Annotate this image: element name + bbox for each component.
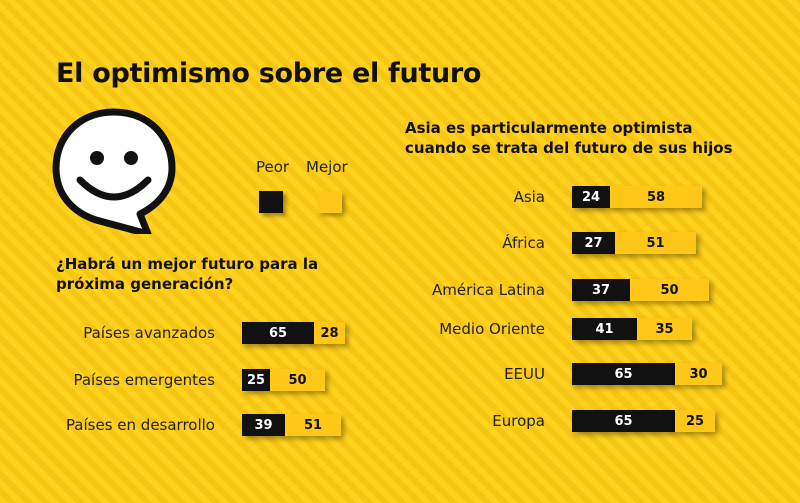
category-label: Medio Oriente	[439, 320, 545, 338]
bar-mejor: 51	[285, 414, 341, 436]
bar-mejor: 30	[675, 363, 722, 385]
bar-peor: 39	[242, 414, 285, 436]
legend-peor-label: Peor	[256, 158, 290, 176]
bar-peor: 37	[572, 279, 630, 301]
bar-mejor: 50	[270, 369, 325, 391]
bar-peor: 25	[242, 369, 270, 391]
bar-peor: 27	[572, 232, 615, 254]
bar-mejor: 28	[314, 322, 345, 344]
bar-mejor: 35	[637, 318, 692, 340]
legend-peor-swatch	[259, 191, 283, 213]
legend-mejor-label: Mejor	[306, 158, 348, 176]
bar-peor: 65	[572, 410, 675, 432]
bar-peor: 65	[242, 322, 314, 344]
category-label: América Latina	[432, 281, 545, 299]
left-chart-title: ¿Habrá un mejor futuro para la próxima g…	[56, 255, 319, 293]
category-label: Asia	[513, 188, 545, 206]
bar-peor: 41	[572, 318, 637, 340]
bar-mejor: 58	[610, 186, 702, 208]
bar-peor: 24	[572, 186, 610, 208]
legend-mejor-swatch	[318, 191, 342, 213]
category-label: África	[502, 234, 545, 252]
bar-mejor: 50	[630, 279, 709, 301]
right-chart-title: Asia es particularmente optimista cuando…	[405, 119, 733, 157]
category-label: Países en desarrollo	[65, 416, 215, 434]
category-label: Países avanzados	[83, 324, 215, 342]
bar-peor: 65	[572, 363, 675, 385]
category-label: Países emergentes	[73, 371, 215, 389]
bar-mejor: 51	[615, 232, 696, 254]
bar-mejor: 25	[675, 410, 715, 432]
category-label: EEUU	[504, 365, 545, 383]
page-title: El optimismo sobre el futuro	[56, 58, 482, 89]
category-label: Europa	[492, 412, 545, 430]
smiley-speech-bubble-icon	[52, 108, 176, 234]
